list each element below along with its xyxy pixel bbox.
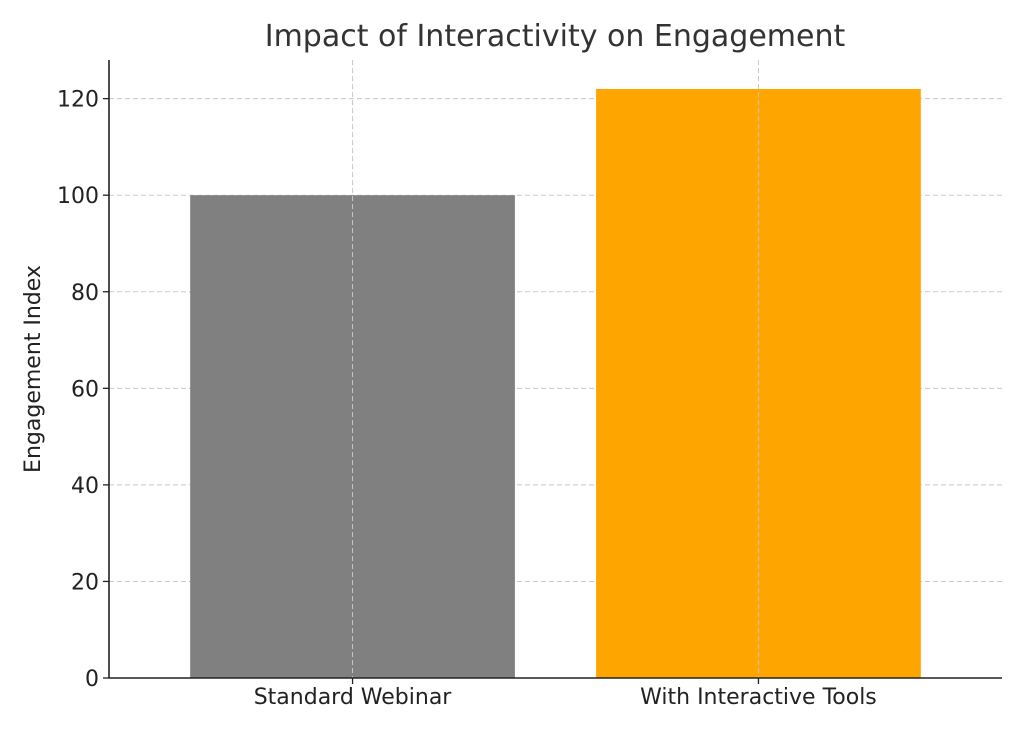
- y-tick-label: 120: [57, 88, 99, 113]
- x-tick-label: Standard Webinar: [254, 685, 453, 710]
- y-tick-label: 20: [71, 570, 99, 595]
- y-axis-title: Engagement Index: [21, 265, 46, 473]
- y-tick-label: 40: [71, 474, 99, 499]
- vertical-grid-layer: [352, 60, 759, 678]
- y-tick-label: 80: [71, 281, 99, 306]
- y-tick-label: 60: [71, 377, 99, 402]
- x-tick-label: With Interactive Tools: [640, 685, 877, 710]
- y-tick-label: 100: [57, 184, 99, 209]
- ticks-layer: 0 20 40 60 80 100 120 Standard Webinar With Inte…: [57, 88, 877, 710]
- y-tick-label: 0: [85, 667, 99, 692]
- bars-layer: [190, 88, 921, 678]
- axes-layer: [108, 60, 1002, 679]
- chart-title: Impact of Interactivity on Engagement: [265, 19, 846, 54]
